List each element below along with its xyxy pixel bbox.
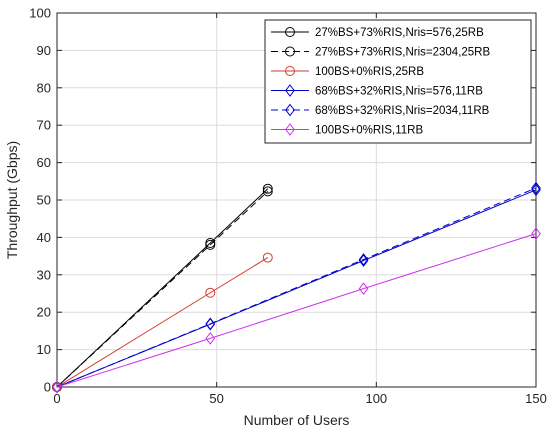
legend: 27%BS+73%RIS,Nris=576,25RB 27%BS+73%RIS,N… [264, 19, 532, 144]
legend-marker [285, 103, 295, 117]
legend-label: 68%BS+32%RIS,Nris=2034,11RB [315, 105, 490, 117]
y-tick-label: 90 [37, 43, 51, 58]
x-tick-label: 100 [365, 391, 387, 406]
legend-item: 100BS+0%RIS,25RB [271, 66, 424, 78]
legend-label: 100BS+0%RIS,11RB [315, 125, 423, 137]
data-point [358, 253, 369, 266]
data-point [205, 287, 216, 298]
series-line [56, 257, 269, 388]
data-point [52, 380, 62, 394]
data-point [205, 332, 216, 345]
data-point [531, 183, 541, 197]
legend-marker [285, 123, 295, 136]
legend-box [264, 19, 532, 144]
y-tick-label: 80 [37, 80, 51, 95]
x-tick-label: 150 [525, 391, 547, 406]
legend-item: 100BS+0%RIS,11RB [271, 123, 423, 137]
series-6 [52, 227, 541, 394]
x-tick-label: 50 [209, 391, 223, 406]
y-tick-label: 100 [29, 6, 51, 21]
data-point [262, 186, 273, 197]
legend-item: 27%BS+73%RIS,Nris=576,25RB [271, 27, 484, 39]
legend-label: 100BS+0%RIS,25RB [315, 66, 424, 78]
data-point [531, 227, 541, 240]
axis-ticks: 0 50 100 150 0 10 20 30 40 50 60 70 80 90 100 [29, 6, 547, 407]
series-line [56, 187, 537, 388]
x-tick-label: 0 [53, 391, 60, 406]
data-point [205, 239, 216, 250]
y-axis-label: Throughput (Gbps) [4, 141, 20, 259]
series-line [56, 233, 537, 388]
legend-label: 27%BS+73%RIS,Nris=576,25RB [315, 27, 484, 39]
legend-item: 27%BS+73%RIS,Nris=2304,25RB [271, 46, 490, 59]
legend-label: 27%BS+73%RIS,Nris=2304,25RB [315, 47, 490, 59]
data-point [262, 183, 273, 194]
data-point [358, 282, 369, 295]
series-line [56, 191, 269, 388]
y-tick-label: 30 [37, 267, 51, 282]
legend-label: 68%BS+32%RIS,Nris=576,11RB [315, 86, 483, 98]
y-tick-label: 0 [44, 380, 51, 395]
y-tick-label: 70 [37, 118, 51, 133]
data-point [531, 181, 541, 195]
data-point [262, 252, 273, 263]
legend-marker [285, 46, 295, 57]
y-tick-label: 20 [37, 305, 51, 320]
legend-item: 68%BS+32%RIS,Nris=2034,11RB [271, 103, 490, 117]
legend-item: 68%BS+32%RIS,Nris=576,11RB [271, 84, 483, 98]
y-tick-label: 40 [37, 230, 51, 245]
data-point [205, 317, 216, 331]
y-tick-label: 10 [37, 342, 51, 357]
legend-marker [285, 27, 295, 37]
y-tick-label: 50 [37, 193, 51, 208]
series-layer [52, 181, 541, 394]
x-axis-label: Number of Users [244, 412, 350, 428]
y-tick-label: 60 [37, 155, 51, 170]
legend-marker [285, 84, 295, 97]
legend-marker [285, 66, 295, 76]
